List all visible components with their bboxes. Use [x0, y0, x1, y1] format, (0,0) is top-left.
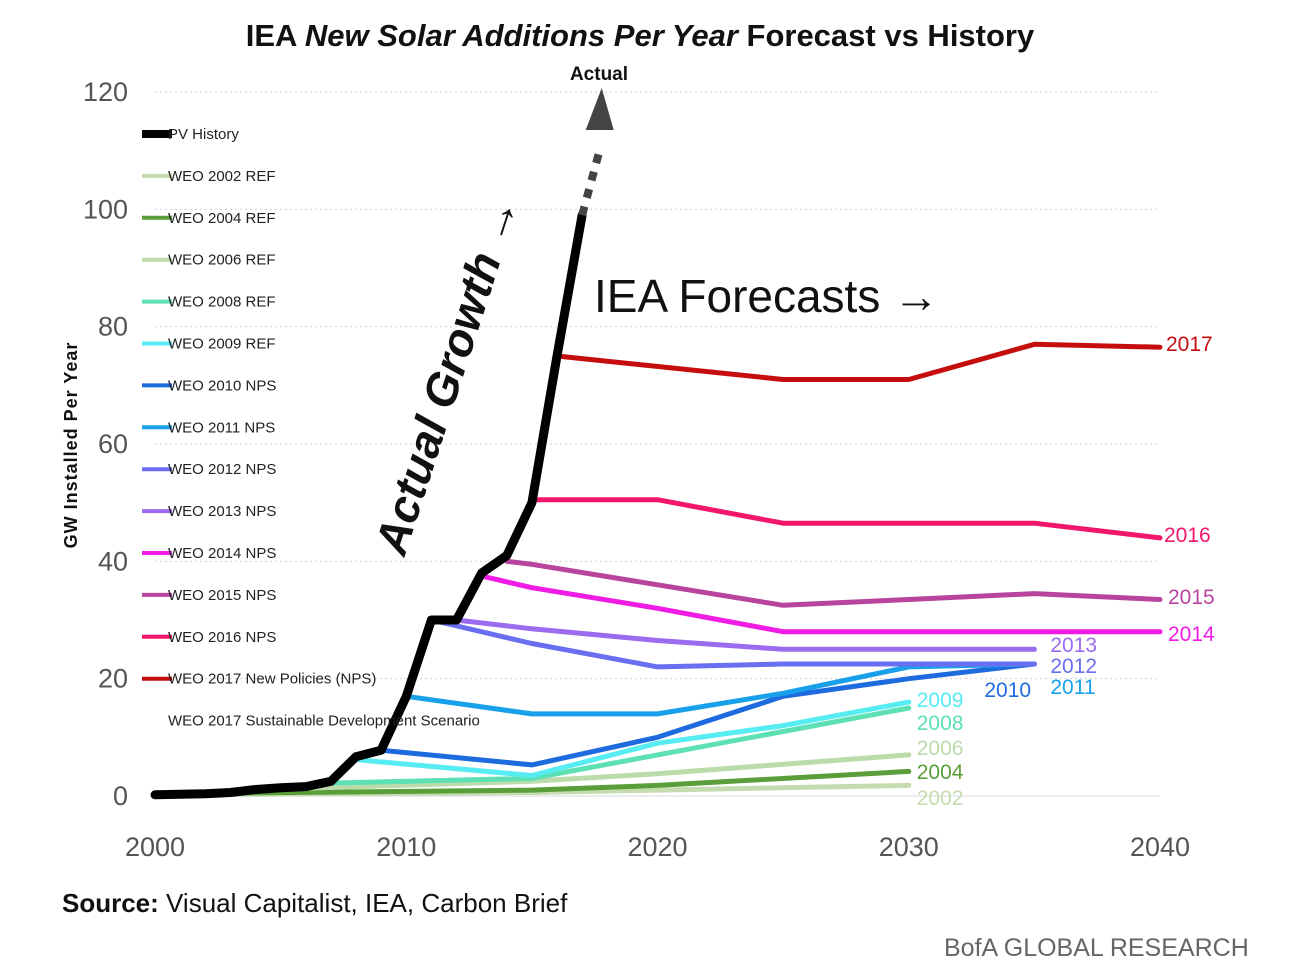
title-part-0: IEA	[246, 18, 305, 53]
legend-entry-11: WEO 2015 NPS	[168, 587, 276, 604]
series-end-label-2006: 2006	[917, 737, 964, 760]
chart-title: IEA New Solar Additions Per Year Forecas…	[246, 18, 1035, 53]
actual-growth-label: Actual Growth →	[364, 190, 529, 562]
solar-additions-chart: IEA New Solar Additions Per Year Forecas…	[61, 18, 1215, 862]
series-end-label-2011: 2011	[1050, 676, 1095, 699]
x-tick-2020: 2020	[627, 832, 687, 862]
series-line-weo-2015	[504, 558, 1163, 608]
legend-entry-10: WEO 2014 NPS	[168, 545, 276, 562]
y-tick-0: 0	[113, 781, 128, 811]
source-note: Source: Visual Capitalist, IEA, Carbon B…	[62, 888, 567, 919]
legend-entry-5: WEO 2009 REF	[168, 336, 276, 353]
series-line-weo-2013	[454, 617, 1037, 652]
title-part-2: Forecast vs History	[738, 18, 1035, 53]
series-line-weo-2004	[227, 768, 912, 796]
series-line-weo-2012	[428, 617, 1037, 670]
series-end-label-2016: 2016	[1164, 524, 1211, 547]
series-end-label-2009: 2009	[917, 689, 964, 712]
actual-arrow-shaft	[578, 148, 604, 217]
legend-entry-9: WEO 2013 NPS	[168, 503, 276, 520]
series-end-label-2002: 2002	[917, 787, 964, 810]
y-tick-40: 40	[98, 546, 128, 576]
x-tick-2010: 2010	[376, 832, 436, 862]
series-end-label-2004: 2004	[917, 761, 964, 784]
legend-entry-0: PV History	[168, 126, 239, 143]
actual-arrow-head	[585, 88, 614, 130]
series-line-weo-2006	[278, 752, 912, 792]
series-end-label-2010: 2010	[984, 679, 1031, 702]
pv-history-line	[150, 210, 587, 800]
series-end-label-2014: 2014	[1168, 623, 1215, 646]
legend-entry-4: WEO 2008 REF	[168, 294, 276, 311]
brand-label: BofA GLOBAL RESEARCH	[944, 934, 1249, 962]
series-end-label-2008: 2008	[917, 712, 964, 735]
legend-entry-13: WEO 2017 New Policies (NPS)	[168, 671, 376, 688]
legend-entry-2: WEO 2004 REF	[168, 210, 276, 227]
legend-entry-6: WEO 2010 NPS	[168, 377, 276, 394]
source-text: Visual Capitalist, IEA, Carbon Brief	[166, 888, 568, 918]
actual-label: Actual	[570, 64, 628, 85]
legend-entry-sds: WEO 2017 Sustainable Development Scenari…	[168, 713, 480, 730]
x-tick-2040: 2040	[1130, 832, 1190, 862]
x-tick-2030: 2030	[879, 832, 939, 862]
legend-entry-3: WEO 2006 REF	[168, 252, 276, 269]
y-tick-120: 120	[83, 77, 128, 107]
legend-entry-7: WEO 2011 NPS	[168, 419, 275, 436]
iea-forecasts-label: IEA Forecasts →	[594, 270, 939, 322]
y-tick-60: 60	[98, 429, 128, 459]
y-tick-20: 20	[98, 664, 128, 694]
series-line-weo-2014	[479, 573, 1163, 635]
source-label: Source:	[62, 888, 159, 918]
series-end-label-2013: 2013	[1050, 634, 1097, 657]
series-line-weo-2017	[554, 341, 1163, 382]
legend-entry-12: WEO 2016 NPS	[168, 629, 276, 646]
y-tick-100: 100	[83, 194, 128, 224]
legend-entry-8: WEO 2012 NPS	[168, 461, 276, 478]
y-axis-label: GW Installed Per Year	[61, 342, 81, 549]
title-part-1: New Solar Additions Per Year	[305, 18, 740, 53]
series-end-label-2012: 2012	[1050, 655, 1097, 678]
series-end-label-2017: 2017	[1166, 333, 1213, 356]
series-line-weo-2010	[378, 661, 1037, 768]
series-end-label-2015: 2015	[1168, 586, 1215, 609]
legend-entry-1: WEO 2002 REF	[168, 168, 276, 185]
x-tick-2000: 2000	[125, 832, 185, 862]
y-tick-80: 80	[98, 312, 128, 342]
series-line-weo-2016	[529, 497, 1163, 541]
series-line-weo-2009	[353, 699, 912, 778]
series-line-weo-2008	[328, 705, 912, 786]
